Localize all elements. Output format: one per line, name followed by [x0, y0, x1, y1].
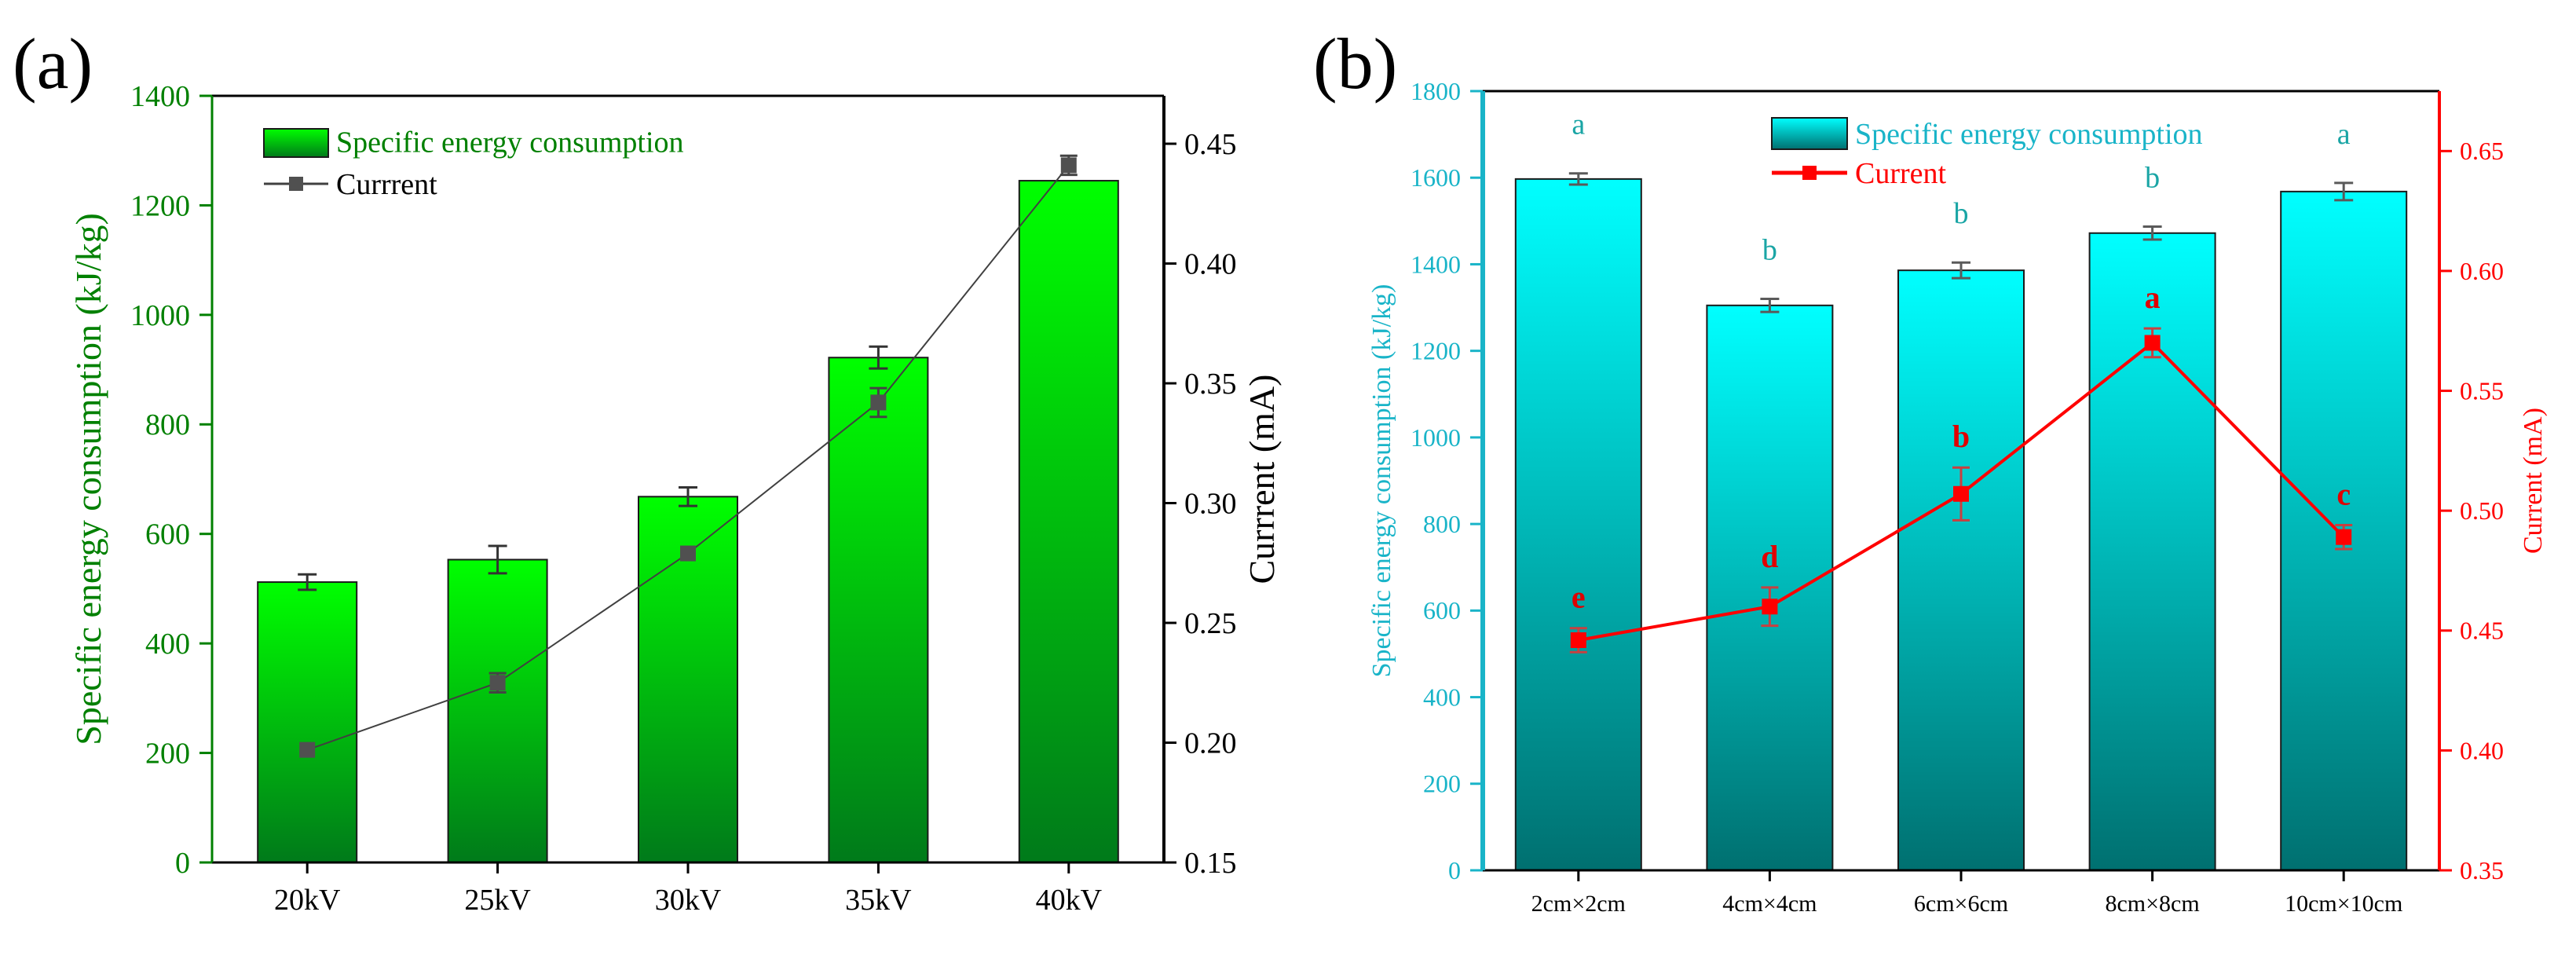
line-letter: e [1572, 580, 1586, 615]
current-marker [870, 394, 887, 411]
x-tick-label: 8cm×8cm [2105, 891, 2199, 917]
x-tick-label: 2cm×2cm [1531, 891, 1626, 917]
legend-line-label: Current [1855, 157, 1947, 190]
x-tick-label: 4cm×4cm [1722, 891, 1817, 917]
current-marker [2144, 335, 2161, 351]
bar-letter: b [1954, 197, 1969, 230]
x-tick-label: 20kV [274, 884, 341, 917]
bar-letter: a [1572, 108, 1585, 141]
y-tick-label-right: 0.40 [2460, 736, 2504, 764]
current-marker [1570, 632, 1586, 648]
bar [1018, 180, 1119, 864]
y-tick-label-left: 0 [1448, 856, 1461, 884]
y-tick-label-left: 1800 [1411, 77, 1461, 105]
bar [447, 558, 548, 863]
y-tick-label-right: 0.30 [1184, 487, 1237, 520]
y-tick-label-left: 600 [1423, 596, 1461, 624]
line-letter: b [1952, 419, 1970, 454]
current-marker [2336, 529, 2352, 545]
x-tick-label: 6cm×6cm [1914, 891, 2008, 917]
current-marker [489, 675, 506, 691]
x-tick-label: 30kV [655, 884, 722, 917]
current-marker [1953, 485, 1969, 502]
y-tick-label-right: 0.40 [1184, 247, 1237, 280]
y-tick-label-right: 0.45 [1184, 128, 1237, 161]
x-tick-label: 35kV [845, 884, 912, 917]
y-tick-label-left: 1400 [1411, 250, 1461, 278]
y-tick-label-left: 200 [1423, 770, 1461, 798]
y-tick-label-right: 0.45 [2460, 617, 2504, 645]
y-axis-title-left: Specific energy consumption (kJ/kg) [1367, 284, 1396, 678]
y-tick-label-left: 1000 [130, 299, 190, 332]
bar [1897, 269, 2025, 872]
bar-letter: b [1762, 234, 1777, 267]
bar-letter: a [2337, 118, 2351, 151]
panel-label: (b) [1313, 24, 1397, 104]
legend-bar-swatch [263, 128, 329, 158]
y-tick-label-left: 600 [145, 518, 190, 551]
y-tick-label-left: 800 [1423, 510, 1461, 538]
panel-b: (b) a b b b a e d b a c 2cm×2cm 4cm×4cm 6cm×6cm 8cm×8c… [1313, 24, 2548, 917]
y-tick-label-right: 0.20 [1184, 727, 1237, 760]
line-letter: c [2336, 476, 2351, 511]
y-tick-label-left: 1200 [1411, 337, 1461, 365]
legend-bar-swatch [1771, 117, 1848, 150]
bar [257, 581, 358, 863]
y-tick-label-left: 800 [145, 408, 190, 441]
y-tick-label-right: 0.15 [1184, 847, 1237, 880]
y-tick-label-right: 0.55 [2460, 376, 2504, 405]
y-tick-label-right: 0.35 [1184, 368, 1237, 401]
y-tick-label-right: 0.65 [2460, 137, 2504, 165]
y-tick-label-right: 0.35 [2460, 856, 2504, 884]
y-tick-label-left: 1000 [1411, 423, 1461, 452]
legend-line-marker [289, 177, 303, 191]
x-tick-label: 10cm×10cm [2285, 891, 2402, 917]
y-tick-label-right: 0.25 [1184, 607, 1237, 640]
bar-letter: b [2145, 161, 2160, 194]
current-marker [299, 741, 316, 758]
bar [1514, 178, 1642, 871]
line-letter: a [2145, 280, 2161, 315]
current-marker [1060, 157, 1077, 174]
line-letter: d [1761, 539, 1778, 574]
y-tick-label-left: 200 [145, 737, 190, 770]
y-tick-label-left: 1200 [130, 189, 190, 222]
y-axis-title-left: Specific energy consumption (kJ/kg) [68, 213, 108, 745]
y-tick-label-left: 0 [175, 847, 190, 880]
legend-bar-label: Specific energy consumption [1855, 118, 2203, 151]
current-marker [680, 545, 696, 562]
y-axis-title-right: Currrent (mA) [1242, 375, 1282, 584]
panel-label: (a) [13, 24, 93, 104]
y-tick-label-left: 400 [145, 628, 190, 661]
legend-line-marker [1802, 166, 1817, 180]
x-tick-label: 40kV [1036, 884, 1103, 917]
y-tick-label-left: 1400 [130, 80, 190, 113]
current-marker [1762, 599, 1778, 615]
legend-line-label: Currrent [336, 168, 437, 201]
panel-a: (a) 20kV 25kV 30kV 35kV 40kV 0 200 400 600 800 1000… [13, 24, 1282, 917]
bar [828, 357, 929, 863]
y-tick-label-right: 0.50 [2460, 496, 2504, 525]
legend-bar-label: Specific energy consumption [336, 126, 684, 159]
y-tick-label-left: 1600 [1411, 163, 1461, 192]
x-tick-label: 25kV [464, 884, 531, 917]
y-axis-title-right: Current (mA) [2519, 408, 2548, 554]
y-tick-label-left: 400 [1423, 683, 1461, 711]
y-tick-label-right: 0.60 [2460, 257, 2504, 285]
